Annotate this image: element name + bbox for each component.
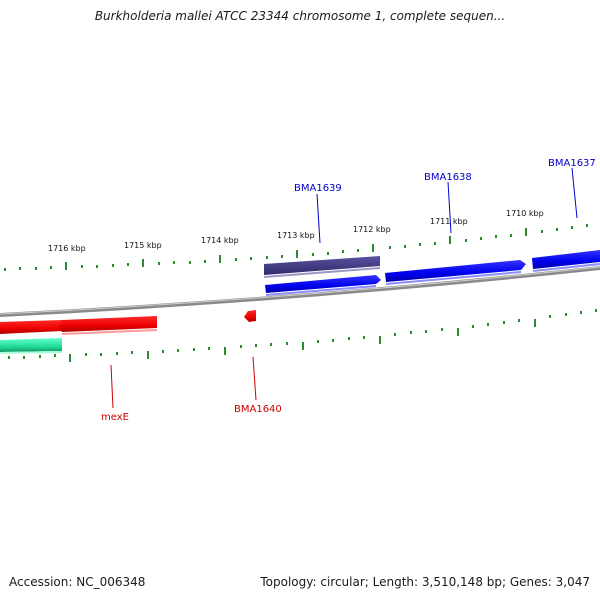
forward-tick-ruler: 1716 kbp 1715 kbp 1714 kbp 1713 kbp 1712… [4, 209, 588, 271]
reverse-tick-ruler [8, 309, 597, 362]
kbp-label: 1710 kbp [506, 209, 544, 218]
kbp-label: 1713 kbp [277, 231, 315, 240]
label-bma1638[interactable]: BMA1638 [424, 172, 472, 234]
kbp-label: 1712 kbp [353, 225, 391, 234]
map-title: Burkholderia mallei ATCC 23344 chromosom… [94, 9, 506, 23]
reverse-major-ticks [69, 319, 536, 362]
kbp-label: 1714 kbp [201, 236, 239, 245]
gene-label: BMA1640 [234, 404, 282, 415]
feature-green[interactable] [0, 338, 62, 354]
forward-minor-ticks [4, 224, 588, 271]
gene-bma1638[interactable] [385, 260, 526, 285]
label-bma1639[interactable]: BMA1639 [294, 183, 342, 244]
kbp-label: 1715 kbp [124, 241, 162, 250]
gene-label: BMA1638 [424, 172, 472, 183]
gene-bma1639[interactable] [265, 275, 381, 296]
gene-label: BMA1637 [548, 158, 596, 169]
gene-bma1639-upper-shadow [264, 267, 380, 278]
label-bma1640[interactable]: BMA1640 [234, 356, 282, 415]
reverse-minor-ticks [8, 309, 597, 359]
backbone-highlight [0, 266, 600, 315]
gene-bma1640[interactable] [244, 310, 256, 322]
kbp-label: 1711 kbp [430, 217, 468, 226]
gene-mexe[interactable] [0, 316, 157, 335]
gene-bma1639-upper[interactable] [264, 256, 380, 275]
gene-bma1637[interactable] [532, 250, 600, 272]
forward-major-ticks [65, 228, 527, 270]
gene-label: mexE [101, 412, 129, 423]
kbp-label: 1716 kbp [48, 244, 86, 253]
chromosome-backbone [0, 266, 600, 317]
gene-label: BMA1639 [294, 183, 342, 194]
topology-text: Topology: circular; Length: 3,510,148 bp… [260, 575, 590, 589]
accession-text: Accession: NC_006348 [9, 575, 146, 589]
label-mexe[interactable]: mexE [101, 364, 129, 423]
label-bma1637[interactable]: BMA1637 [548, 158, 596, 219]
